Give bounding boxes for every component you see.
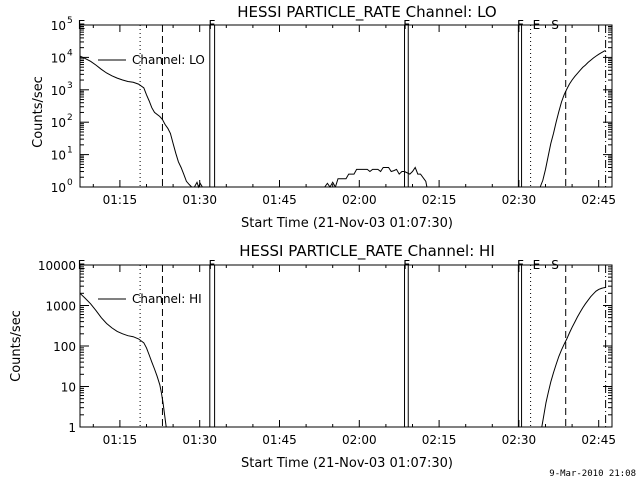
footer-timestamp: 9-Mar-2010 21:08 [549,469,636,479]
panel-lo: HESSI PARTICLE_RATE Channel: LO Counts/s… [31,3,616,231]
panel-hi-legend: Channel: HI [98,292,202,306]
event-marker-label: E [78,258,86,272]
series-line [79,292,167,428]
panel-hi-event-lines [139,265,607,427]
event-marker-label: E [533,18,541,32]
series-line [193,181,203,189]
plot-frame [79,24,613,188]
panel-hi-title: HESSI PARTICLE_RATE Channel: HI [239,242,495,261]
y-tick-label: 10 [61,381,76,395]
y-tick-label: 100 [53,340,76,354]
panel-hi-xlabel: Start Time (21-Nov-03 01:07:30) [241,456,453,471]
event-marker-label: F [517,258,524,272]
y-tick-label: 1 [68,421,76,435]
x-tick-label: 01:30 [182,433,217,447]
y-tick-label: 1000 [45,300,76,314]
legend-label: Channel: HI [132,292,202,306]
y-tick-label-base: 10 [51,149,66,163]
y-tick-label-base: 10 [51,84,66,98]
event-marker-label: F [208,258,215,272]
y-tick-label: 10000 [38,259,76,273]
y-tick-label-base: 10 [51,19,66,33]
series-line [334,166,428,188]
x-tick-label: 02:30 [502,433,537,447]
y-tick-label-base: 10 [51,51,66,65]
panel-hi: HESSI PARTICLE_RATE Channel: HI Counts/s… [9,242,616,471]
y-tick-label-exponent: 1 [67,146,73,156]
panel-hi-axes: 01:15 01:30 01:45 02:00 02:15 02:30 02:45 1 10 10… [38,259,616,447]
x-tick-label: 02:00 [342,433,377,447]
y-tick-label-exponent: 3 [67,81,73,91]
y-tick-label-exponent: 5 [67,16,73,26]
event-marker-label: F [208,18,215,32]
event-marker-label: E [78,18,86,32]
panel-hi-series [79,286,606,428]
panel-hi-ylabel: Counts/sec [9,310,24,382]
event-marker-label: S [551,18,559,32]
event-marker-label: F [403,18,410,32]
series-line [79,55,193,188]
x-tick-label: 01:45 [262,433,297,447]
x-tick-label: 02:45 [581,193,616,207]
event-marker-label: S [551,258,559,272]
series-line [324,181,336,188]
x-tick-label: 02:15 [422,193,457,207]
x-tick-label: 02:00 [342,193,377,207]
x-tick-label: 01:30 [182,193,217,207]
event-marker-label: E [533,258,541,272]
x-tick-label: 01:15 [103,433,138,447]
y-tick-label-exponent: 2 [67,113,73,123]
x-tick-label: 02:30 [502,193,537,207]
panel-lo-xlabel: Start Time (21-Nov-03 01:07:30) [241,216,453,231]
event-marker-label: F [517,18,524,32]
x-tick-label: 01:15 [103,193,138,207]
x-tick-label: 02:45 [581,433,616,447]
y-tick-label-base: 10 [51,181,66,195]
panel-lo-series [79,49,606,189]
x-tick-label: 02:15 [422,433,457,447]
plot-frame [79,264,613,428]
y-tick-label-exponent: 0 [67,178,73,188]
series-line [541,286,606,428]
panel-lo-ylabel: Counts/sec [31,76,46,148]
event-marker-label: F [403,258,410,272]
panel-lo-title: HESSI PARTICLE_RATE Channel: LO [237,3,496,22]
y-tick-label-exponent: 4 [67,48,73,58]
y-tick-label-base: 10 [51,116,66,130]
series-line [539,49,606,188]
panel-lo-legend: Channel: LO [98,53,205,67]
legend-label: Channel: LO [132,53,205,67]
panel-lo-event-lines [139,25,607,187]
x-tick-label: 01:45 [262,193,297,207]
